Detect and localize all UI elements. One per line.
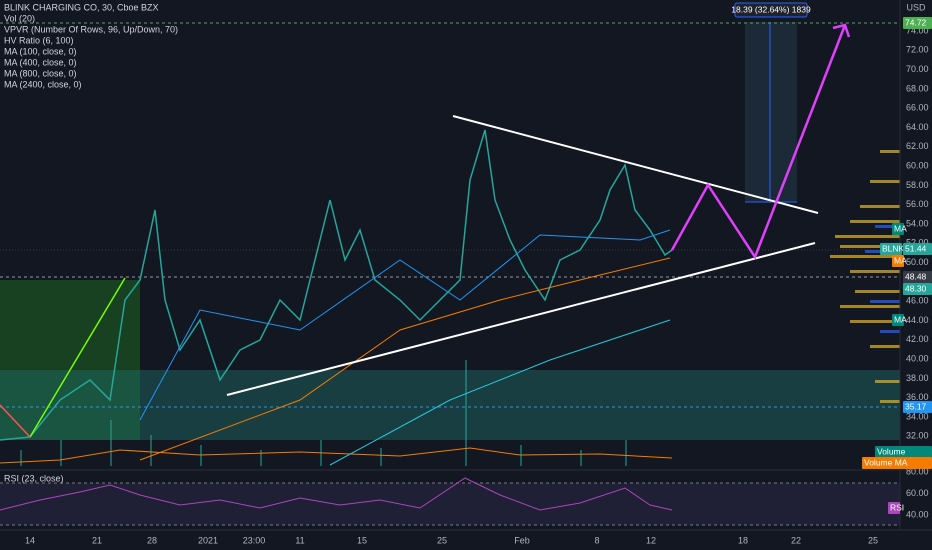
- badge: MA: [894, 255, 907, 265]
- trend-resistance: [452, 115, 819, 214]
- time-tick: 28: [147, 535, 157, 545]
- time-tick: 2021: [198, 535, 218, 545]
- rsi-line: [0, 477, 673, 511]
- time-tick: 25: [437, 535, 447, 545]
- support-zone: [0, 370, 900, 440]
- legend-line: VPVR (Number Of Rows, 96, Up/Down, 70): [4, 24, 178, 34]
- badge-bg: [903, 401, 932, 413]
- badge-bg: [903, 243, 932, 255]
- ma-100: [139, 229, 671, 421]
- rsi-tick: 40.00: [906, 509, 929, 519]
- time-tick: 25: [868, 535, 878, 545]
- rsi-tick: 80.00: [906, 466, 929, 476]
- price-tick: 66.00: [906, 103, 929, 113]
- legend-line: MA (2400, close, 0): [4, 79, 82, 89]
- time-tick: 23:00: [243, 535, 266, 545]
- badge: MA: [894, 314, 907, 324]
- time-tick: 15: [357, 535, 367, 545]
- badge-bg: [880, 243, 902, 255]
- badge: RSI: [890, 502, 904, 512]
- badge-bg: [892, 223, 904, 235]
- rsi-tick: 60.00: [906, 488, 929, 498]
- badge-bg: [903, 283, 932, 295]
- price-tick: 36.00: [906, 392, 929, 402]
- badge-bg: [862, 457, 932, 469]
- badge-bg: [903, 271, 932, 283]
- badge: 48.30: [905, 283, 927, 293]
- time-tick: Feb: [514, 535, 530, 545]
- price-tick: 44.00: [906, 315, 929, 325]
- badge: MA: [894, 223, 907, 233]
- price-tick: 64.00: [906, 122, 929, 132]
- price-line: [0, 129, 673, 441]
- price-tick: 46.00: [906, 296, 929, 306]
- price-tick: 58.00: [906, 180, 929, 190]
- time-tick: 22: [791, 535, 801, 545]
- price-tick: 60.00: [906, 160, 929, 170]
- badge-bg: [892, 314, 904, 326]
- badge: 51.44: [905, 243, 927, 253]
- up-arrow: [29, 277, 126, 438]
- legend-line: MA (100, close, 0): [4, 46, 77, 56]
- price-tick: 62.00: [906, 141, 929, 151]
- badge: BLNK: [882, 243, 905, 253]
- legend-line: Vol (20): [4, 13, 35, 23]
- position-box: [745, 22, 797, 202]
- projection: [670, 24, 847, 260]
- price-tick: 68.00: [906, 83, 929, 93]
- ma-400: [139, 257, 671, 461]
- position-label: 18.39 (32.64%) 1839: [731, 4, 811, 14]
- price-tick: 38.00: [906, 373, 929, 383]
- price-tick: 52.00: [906, 238, 929, 248]
- legend-line: MA (800, close, 0): [4, 68, 77, 78]
- badge-bg: [875, 446, 932, 458]
- badge: Volume MA: [864, 457, 908, 467]
- badge: 35.17: [905, 401, 927, 411]
- price-tick: 72.00: [906, 45, 929, 55]
- badge: Volume: [877, 446, 906, 456]
- projection-arrow: [832, 23, 851, 38]
- rsi-band: [0, 483, 900, 525]
- badge-bg: [892, 255, 904, 267]
- time-tick: 21: [92, 535, 102, 545]
- price-tick: 56.00: [906, 199, 929, 209]
- time-tick: 8: [594, 535, 599, 545]
- volume-profile: [830, 150, 900, 403]
- price-tick: 42.00: [906, 334, 929, 344]
- trend-support: [226, 242, 816, 396]
- position-label-bg: [734, 2, 808, 18]
- time-tick: 11: [295, 535, 304, 545]
- legend-line: HV Ratio (6, 100): [4, 35, 74, 45]
- legend-line: MA (400, close, 0): [4, 57, 77, 67]
- time-tick: 18: [738, 535, 748, 545]
- currency: USD: [906, 2, 926, 12]
- price-tick: 54.00: [906, 218, 929, 228]
- price-tick: 40.00: [906, 353, 929, 363]
- badge-bg: [888, 502, 900, 514]
- price-tick: 74.00: [906, 25, 929, 35]
- badge-bg: [903, 17, 932, 29]
- down-arrow: [0, 404, 31, 438]
- badge: 48.48: [905, 271, 927, 281]
- badge: 74.72: [905, 17, 927, 27]
- price-tick: 32.00: [906, 431, 929, 441]
- price-tick: 70.00: [906, 64, 929, 74]
- legend-line: BLINK CHARGING CO, 30, Cboe BZX: [4, 2, 159, 12]
- rsi-legend: RSI (23, close): [4, 473, 64, 483]
- price-tick: 50.00: [906, 257, 929, 267]
- ma-800: [329, 319, 671, 466]
- price-tick: 34.00: [906, 411, 929, 421]
- time-tick: 12: [646, 535, 656, 545]
- time-tick: 14: [25, 535, 35, 545]
